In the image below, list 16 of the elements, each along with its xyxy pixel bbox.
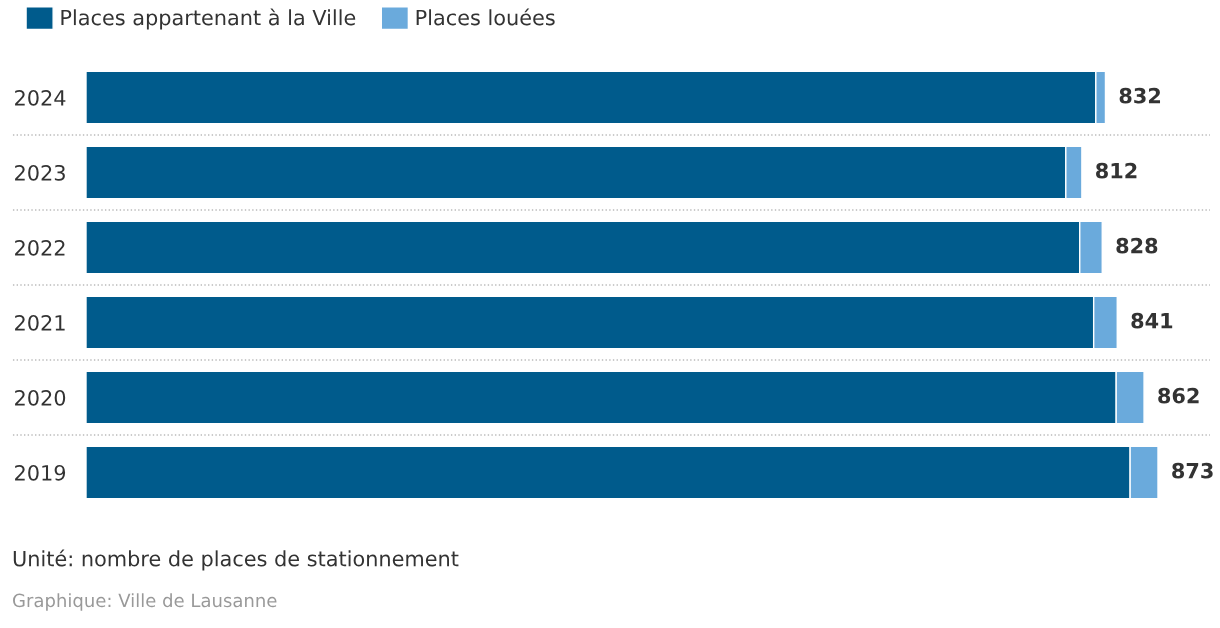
annotation: 828 <box>1116 237 1158 254</box>
annotation: 812 <box>1096 162 1137 179</box>
legend-label: Places louées <box>416 8 555 26</box>
annotation: 832 <box>1119 87 1161 104</box>
y-tick-label: 2022 <box>15 239 65 256</box>
y-tick-label: 2023 <box>15 164 65 181</box>
text: Unité: nombre de places de stationnement <box>13 549 459 571</box>
annotation: 841 <box>1131 312 1173 329</box>
y-tick-label: 2019 <box>15 464 66 481</box>
y-tick-label: 2021 <box>15 314 65 331</box>
annotation: 873 <box>1172 462 1213 479</box>
text: Graphique: Ville de Lausanne <box>13 593 277 611</box>
y-tick-label: 2024 <box>15 89 66 106</box>
annotation: 862 <box>1158 387 1199 404</box>
legend-label: Places appartenant à la Ville <box>61 8 356 30</box>
y-tick-label: 2020 <box>15 389 66 406</box>
